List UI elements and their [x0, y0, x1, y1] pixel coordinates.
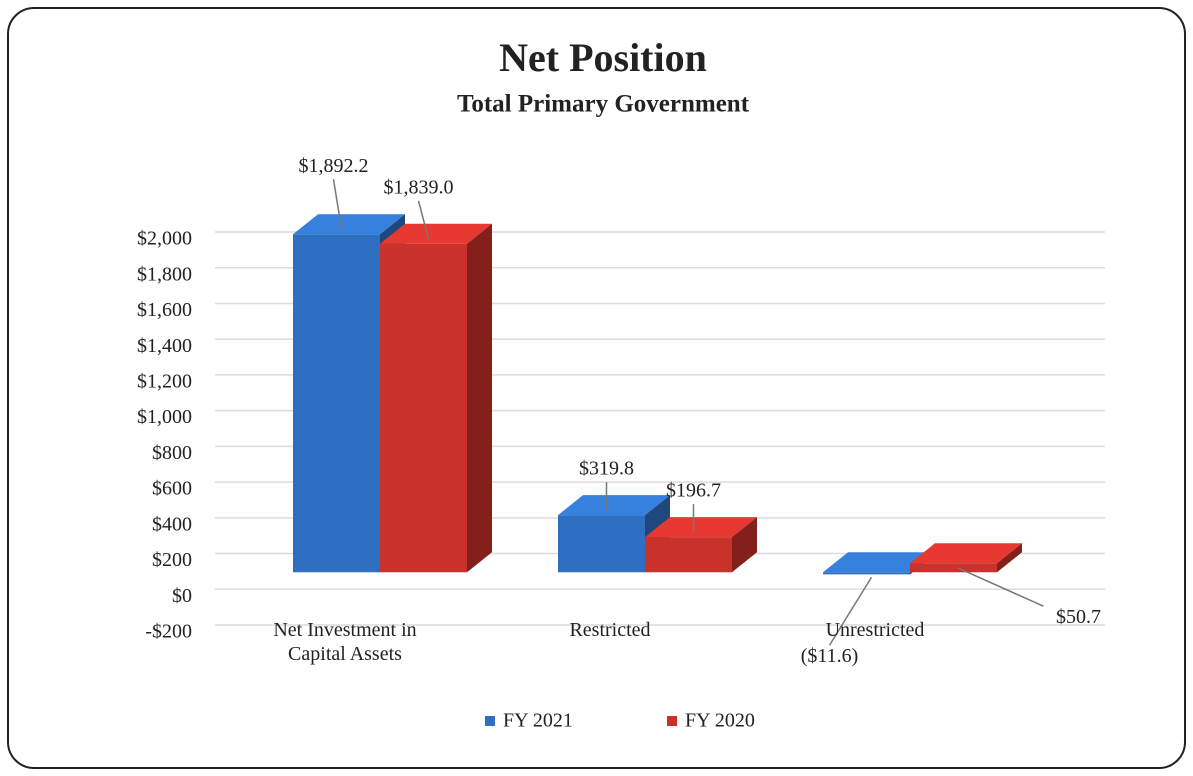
x-tick-label: Restricted: [569, 619, 651, 641]
bar-side: [467, 223, 492, 573]
chart-subtitle: Total Primary Government: [457, 91, 750, 118]
bar: [910, 563, 997, 573]
data-label: $319.8: [579, 458, 634, 480]
legend-swatch: [485, 716, 495, 726]
data-label: $196.7: [666, 480, 721, 502]
y-tick-label: $400: [152, 513, 192, 535]
chart-title: Net Position: [499, 35, 707, 80]
y-tick-label: $0: [172, 585, 192, 607]
bar-top: [293, 214, 405, 235]
x-tick-label: Unrestricted: [825, 619, 925, 641]
y-tick-label: $600: [152, 478, 192, 500]
data-label: $1,892.2: [299, 155, 369, 177]
y-tick-label: $800: [152, 442, 192, 464]
y-tick-label: $1,800: [137, 263, 192, 285]
x-tick-label: Net Investment in Capital Assets: [273, 619, 417, 665]
y-tick-label: $1,000: [137, 406, 192, 428]
y-tick-label: $200: [152, 549, 192, 571]
leader-line: [417, 200, 430, 239]
leader-line: [958, 567, 1044, 607]
bar: [645, 537, 732, 573]
leader-line: [828, 576, 873, 646]
bar: [558, 515, 645, 573]
legend-label: FY 2020: [685, 710, 755, 732]
bar: [823, 572, 910, 575]
bar-top: [380, 223, 492, 244]
bar-side: [732, 517, 757, 573]
y-tick-label: $1,600: [137, 299, 192, 321]
y-tick-label: $1,200: [137, 371, 192, 393]
bar: [380, 243, 467, 573]
data-label: ($11.6): [801, 645, 859, 667]
y-tick-label: $1,400: [137, 335, 192, 357]
leader-line: [332, 179, 343, 230]
bar-top: [645, 517, 757, 538]
bar-top: [823, 552, 935, 573]
bar-side: [997, 543, 1022, 573]
bar-top: [558, 495, 670, 516]
legend-label: FY 2021: [503, 710, 573, 732]
data-label: $50.7: [1056, 606, 1101, 628]
y-tick-label: -$200: [145, 621, 192, 643]
bar: [293, 234, 380, 573]
legend-swatch: [667, 716, 677, 726]
frame: [7, 7, 1186, 769]
bar-top: [910, 543, 1022, 564]
y-tick-label: $2,000: [137, 228, 192, 250]
data-label: $1,839.0: [384, 176, 454, 198]
